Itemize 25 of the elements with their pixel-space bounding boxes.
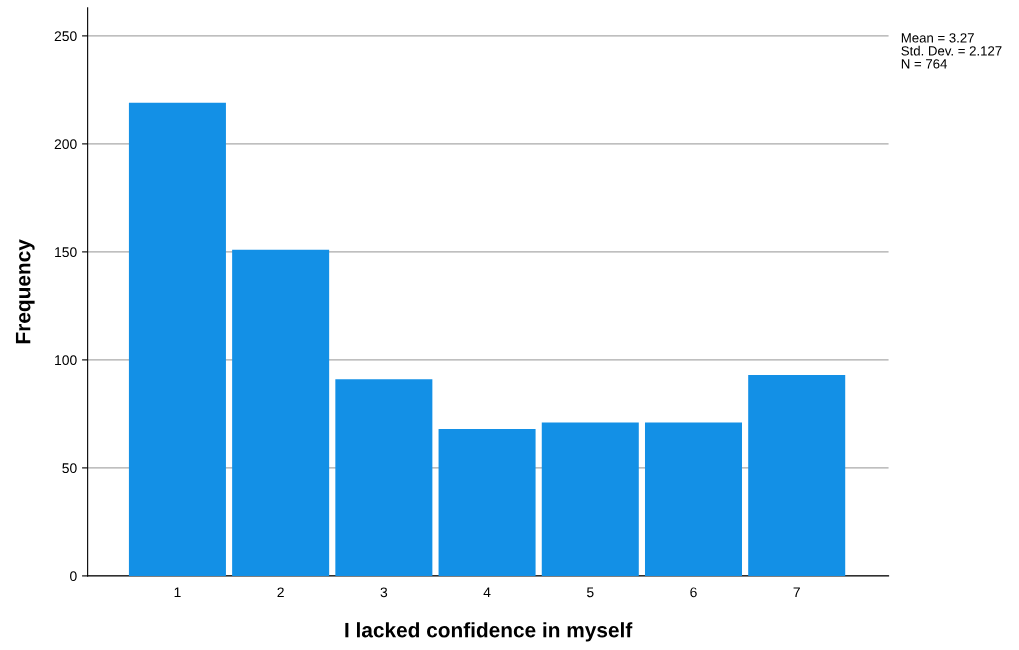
y-tick-label: 150 (55, 247, 77, 258)
y-tick-label: 50 (62, 463, 77, 474)
bar (335, 379, 433, 576)
text: Mean = 3.27 (901, 33, 974, 43)
x-tick-label: 7 (793, 587, 800, 598)
y-tick-label: 0 (70, 571, 77, 582)
text: Std. Dev. = 2.127 (901, 45, 1002, 56)
y-tick-label: 200 (54, 139, 77, 150)
bar (128, 102, 226, 576)
x-tick-label: 4 (483, 587, 491, 598)
bar (748, 375, 846, 576)
bar (541, 422, 639, 576)
text: N = 764 (901, 59, 947, 69)
x-tick-label: 1 (174, 587, 181, 598)
x-tick-label: 6 (690, 587, 697, 598)
x-tick-label: 5 (586, 587, 594, 598)
bar (232, 249, 330, 576)
bar (438, 429, 536, 576)
y-tick-label: 250 (54, 31, 77, 42)
x-axis-title: I lacked confidence in myself (345, 622, 633, 642)
x-tick-label: 2 (277, 587, 284, 598)
bar (644, 422, 743, 576)
x-tick-label: 3 (380, 587, 388, 598)
y-axis-title: Frequency (15, 239, 35, 344)
y-tick-label: 100 (55, 355, 77, 366)
